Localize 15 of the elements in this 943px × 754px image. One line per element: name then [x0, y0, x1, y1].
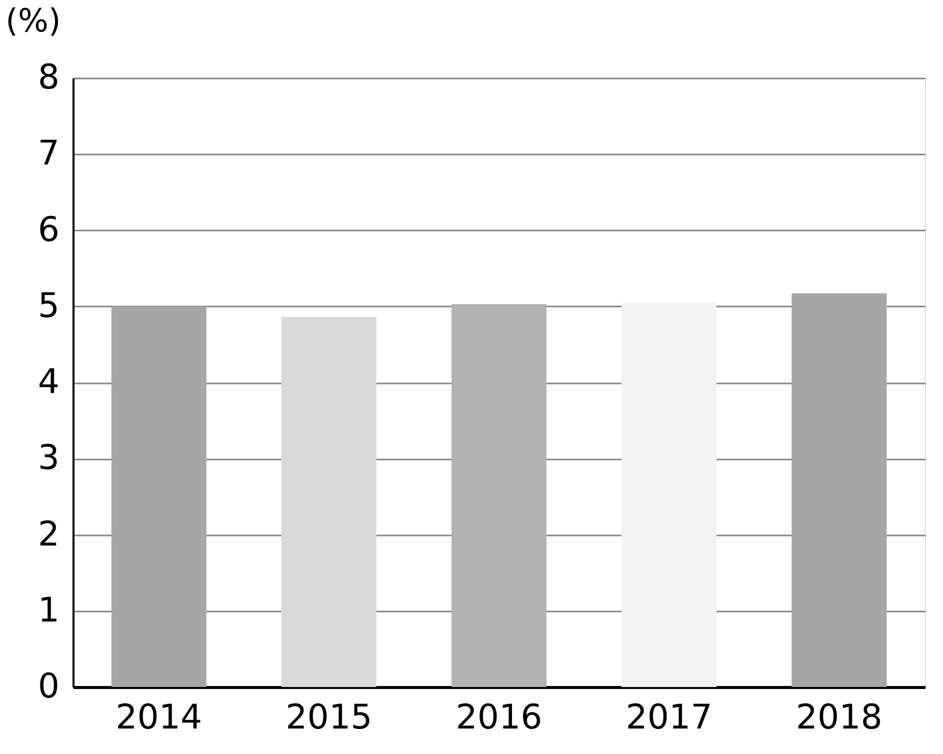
x-tick-label: 2014 [116, 698, 202, 738]
y-tick-label: 5 [38, 286, 60, 326]
y-tick-label: 8 [38, 58, 60, 98]
x-tick-label: 2017 [626, 698, 712, 738]
y-tick-label: 1 [38, 590, 60, 630]
y-axis-title: (%) [6, 2, 61, 40]
x-tick-label: 2015 [286, 698, 372, 738]
y-tick-label: 4 [38, 362, 60, 402]
y-tick-label: 2 [38, 514, 60, 554]
x-tick-label: 2018 [796, 698, 882, 738]
y-tick-label: 6 [38, 210, 60, 250]
y-tick-label: 7 [38, 134, 60, 174]
y-tick-label: 3 [38, 438, 60, 478]
x-tick-label: 2016 [456, 698, 542, 738]
y-tick-label: 0 [38, 666, 60, 706]
